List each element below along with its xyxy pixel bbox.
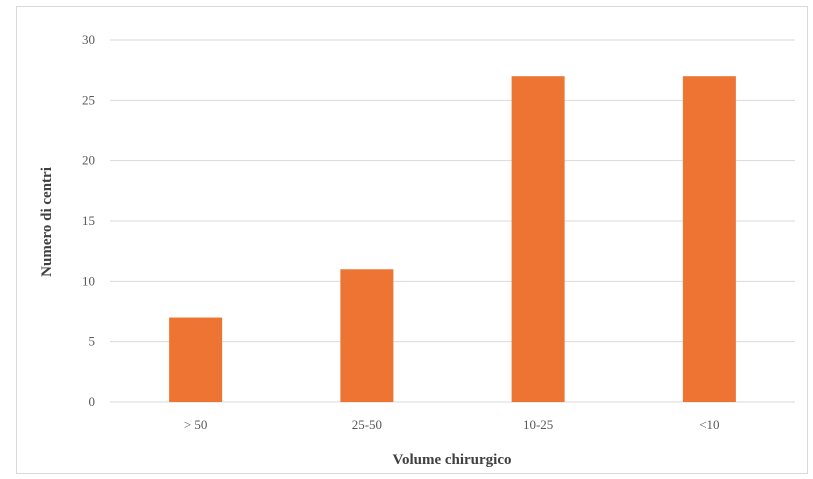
bars	[169, 76, 736, 402]
x-tick-label: 25-50	[352, 417, 382, 432]
y-tick-label: 15	[82, 213, 95, 228]
y-tick-label: 30	[82, 32, 95, 47]
bar	[340, 269, 394, 402]
y-tick-labels: 0 5 10 15 20 25 30	[82, 32, 95, 409]
x-axis-title: Volume chirurgico	[392, 452, 511, 468]
y-tick-label: 10	[82, 273, 95, 288]
x-tick-label: <10	[699, 417, 719, 432]
bar	[682, 76, 736, 402]
x-tick-label: 10-25	[523, 417, 553, 432]
chart-frame	[16, 6, 808, 474]
x-tick-labels: > 50 25-50 10-25 <10	[184, 417, 720, 432]
y-axis-title: Numero di centri	[39, 167, 55, 277]
y-tick-label: 5	[89, 334, 96, 349]
bar	[169, 317, 223, 402]
x-tick-label: > 50	[184, 417, 208, 432]
y-tick-label: 25	[82, 92, 95, 107]
gridlines	[110, 39, 795, 403]
bar	[511, 76, 565, 402]
y-tick-label: 0	[89, 394, 96, 409]
y-tick-label: 20	[82, 153, 95, 168]
